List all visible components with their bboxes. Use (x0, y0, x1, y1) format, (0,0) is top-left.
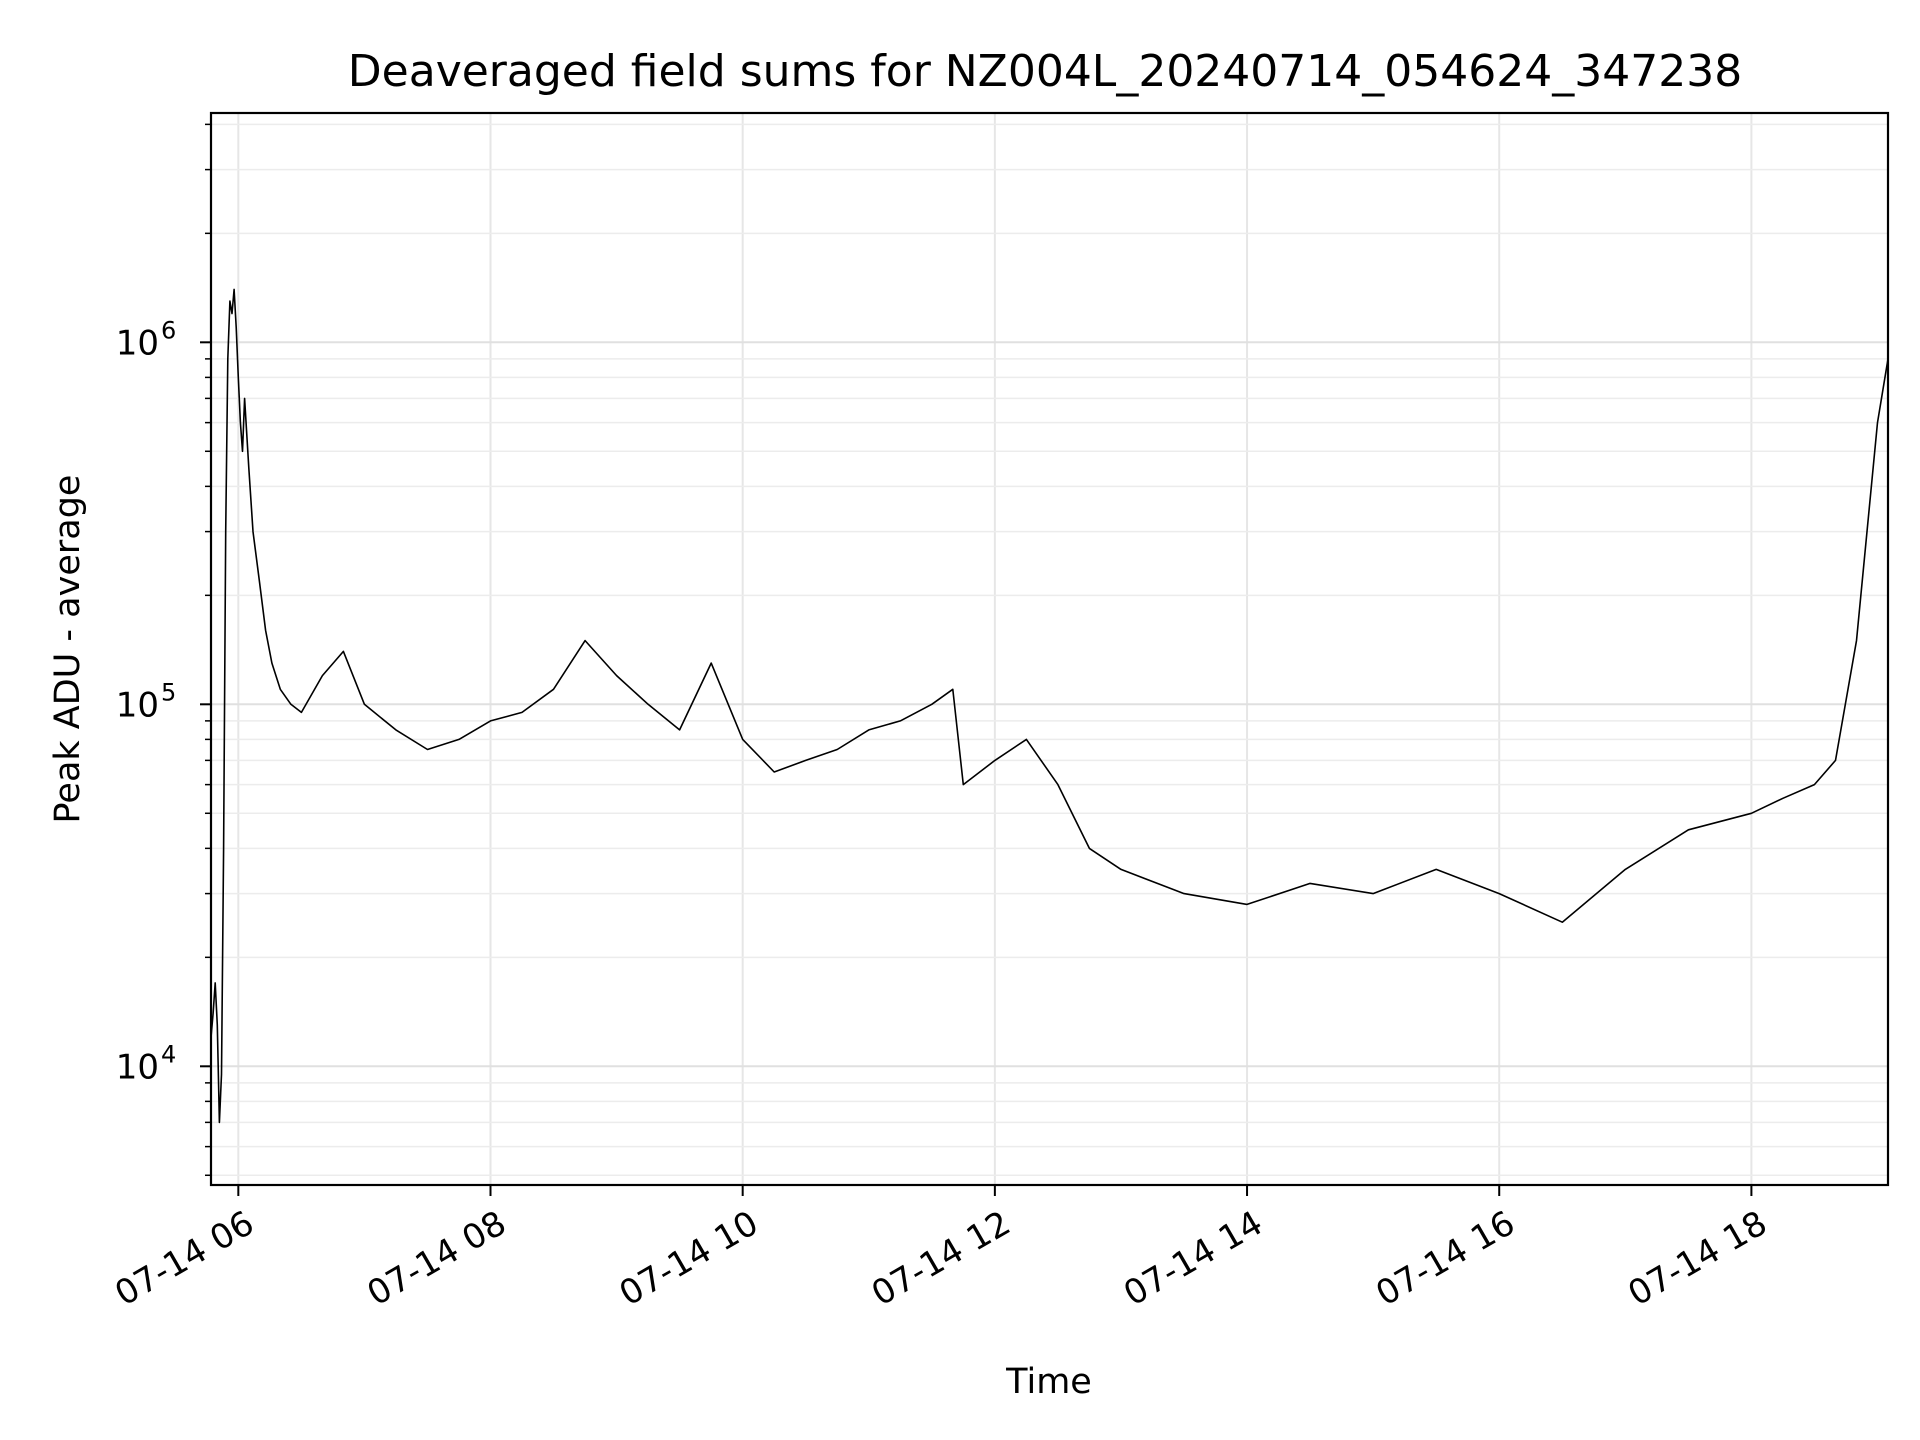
x-tick-label: 07-14 14 (1117, 1203, 1269, 1314)
chart-title: Deaveraged field sums for NZ004L_2024071… (348, 46, 1742, 97)
y-tick-label: 10 (116, 1047, 159, 1087)
x-tick-label: 07-14 16 (1369, 1203, 1521, 1314)
y-tick-label: 10 (116, 323, 159, 363)
x-axis: 07-14 06 07-14 08 07-14 10 07-14 12 07-14 14… (108, 1185, 1774, 1314)
x-tick-label: 07-14 06 (108, 1203, 260, 1314)
y-axis-label: Peak ADU - average (48, 475, 88, 824)
axes-frame (209, 111, 1890, 1187)
y-tick-exponent: 5 (161, 678, 176, 706)
x-tick-label: 07-14 12 (865, 1203, 1017, 1314)
series-line (210, 288, 1889, 1124)
y-tick-label: 10 (116, 685, 159, 725)
x-axis-label: Time (1005, 1362, 1092, 1402)
x-tick-label: 07-14 18 (1622, 1203, 1774, 1314)
plot-area (210, 288, 1889, 1124)
gridlines (211, 113, 1888, 1185)
y-tick-exponent: 4 (161, 1040, 176, 1068)
y-tick-exponent: 6 (161, 316, 176, 344)
x-tick-label: 07-14 08 (361, 1203, 513, 1314)
x-tick-label: 07-14 10 (613, 1203, 765, 1314)
